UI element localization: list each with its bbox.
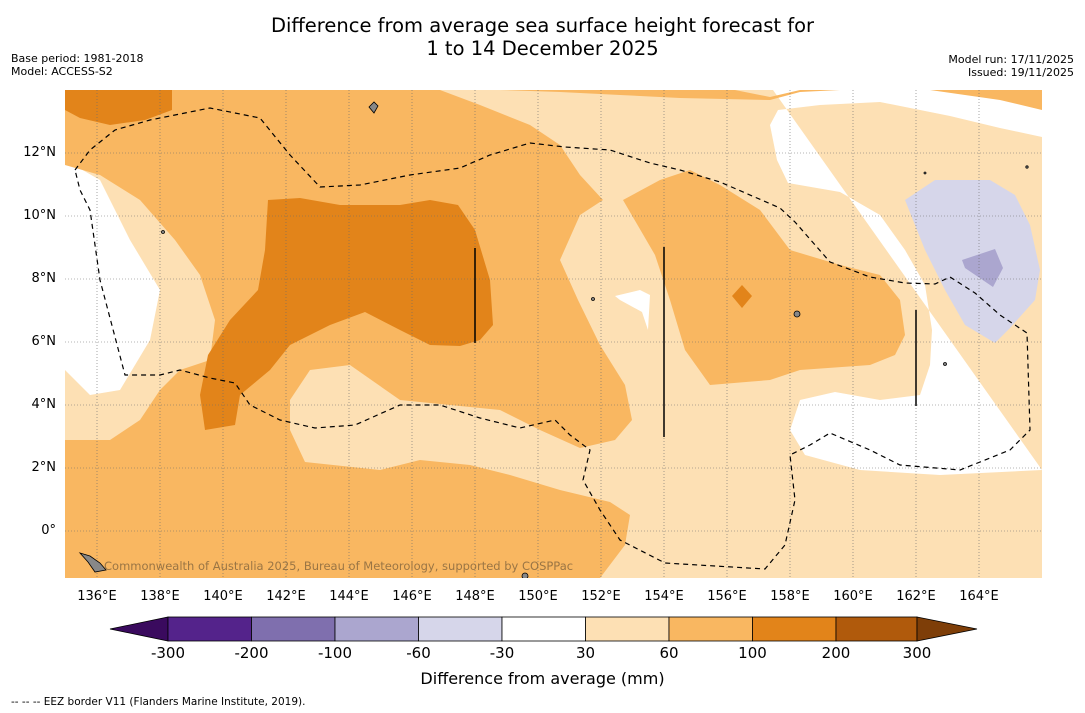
lon-label: 164°E xyxy=(959,589,999,604)
colorbar-segment xyxy=(251,616,336,642)
anomaly-near-zero-east xyxy=(770,90,1042,475)
issued-date: Issued: 19/11/2025 xyxy=(967,66,1074,79)
map-title: Difference from average sea surface heig… xyxy=(0,14,1085,60)
lon-label: 138°E xyxy=(140,589,180,604)
colorbar-segment xyxy=(668,616,753,642)
colorbar-segment xyxy=(585,616,670,642)
anomaly-near-zero-west xyxy=(65,160,160,395)
graticule xyxy=(65,90,1042,578)
colorbar-tick: 200 xyxy=(821,644,851,662)
colorbar-tick: 300 xyxy=(902,644,932,662)
colorbar-tick: -200 xyxy=(234,644,269,662)
lon-label: 150°E xyxy=(518,589,558,604)
model-run: Model run: 17/11/2025 xyxy=(948,53,1074,66)
title-line-1: Difference from average sea surface heig… xyxy=(270,14,815,37)
colorbar-tick: 100 xyxy=(738,644,767,662)
colorbar-tick: -60 xyxy=(406,644,431,662)
anomaly-60-100-east xyxy=(623,170,905,385)
colorbar-segment xyxy=(835,616,918,642)
lat-label: 6°N xyxy=(31,334,57,349)
lat-label: 12°N xyxy=(23,145,56,160)
lon-label: 158°E xyxy=(770,589,810,604)
copyright-watermark: Commonwealth of Australia 2025, Bureau o… xyxy=(104,559,574,573)
lon-label: 162°E xyxy=(896,589,936,604)
colorbar-tick: 30 xyxy=(575,644,596,662)
lon-label: 140°E xyxy=(203,589,243,604)
lon-label: 148°E xyxy=(455,589,495,604)
colorbar-arrow-low xyxy=(109,616,169,642)
lon-label: 142°E xyxy=(266,589,306,604)
boundary-lines xyxy=(474,247,917,437)
lon-label: 154°E xyxy=(644,589,684,604)
anomaly-100-200-corner xyxy=(65,90,172,125)
colorbar-segment xyxy=(167,616,252,642)
colorbar xyxy=(109,616,978,642)
lat-label: 2°N xyxy=(31,460,57,475)
colorbar-tick: -300 xyxy=(150,644,186,662)
lon-label: 152°E xyxy=(581,589,621,604)
colorbar-tick: -100 xyxy=(317,644,353,662)
colorbar-segment xyxy=(752,616,837,642)
anomaly-60-100-main xyxy=(65,90,632,578)
anomaly-near-zero-patch xyxy=(615,290,650,330)
lat-label: 10°N xyxy=(23,208,56,223)
title-line-2: 1 to 14 December 2025 xyxy=(426,37,659,60)
eez-border xyxy=(74,107,1031,570)
anomaly-100-200-center xyxy=(200,198,493,430)
colorbar-segment xyxy=(334,616,419,642)
lon-label: 156°E xyxy=(707,589,747,604)
colorbar-title: Difference from average (mm) xyxy=(420,669,665,688)
lon-label: 136°E xyxy=(77,589,117,604)
model-name: Model: ACCESS-S2 xyxy=(11,65,113,78)
lat-label: 4°N xyxy=(31,397,57,412)
islands xyxy=(78,101,1029,578)
lon-label: 160°E xyxy=(833,589,873,604)
base-period: Base period: 1981-2018 xyxy=(11,52,144,65)
map-area xyxy=(65,90,1042,578)
colorbar-tick: -30 xyxy=(489,644,515,662)
meta-left: Base period: 1981-2018 Model: ACCESS-S2 xyxy=(11,52,143,78)
colorbar-segment xyxy=(418,616,503,642)
colorbar-tick: 60 xyxy=(659,644,679,662)
lon-label: 146°E xyxy=(392,589,432,604)
anomaly-100-200-patch xyxy=(732,285,752,308)
lat-label: 8°N xyxy=(31,271,57,286)
colorbar-segment xyxy=(501,616,586,642)
lon-label: 144°E xyxy=(329,589,369,604)
lat-label: 0° xyxy=(41,523,56,538)
colorbar-arrow-high xyxy=(916,616,978,642)
eez-footnote: -- -- -- EEZ border V11 (Flanders Marine… xyxy=(11,696,306,708)
meta-right: Model run: 17/11/2025 Issued: 19/11/2025 xyxy=(948,53,1074,79)
anomaly-minus-60-100 xyxy=(962,249,1003,287)
